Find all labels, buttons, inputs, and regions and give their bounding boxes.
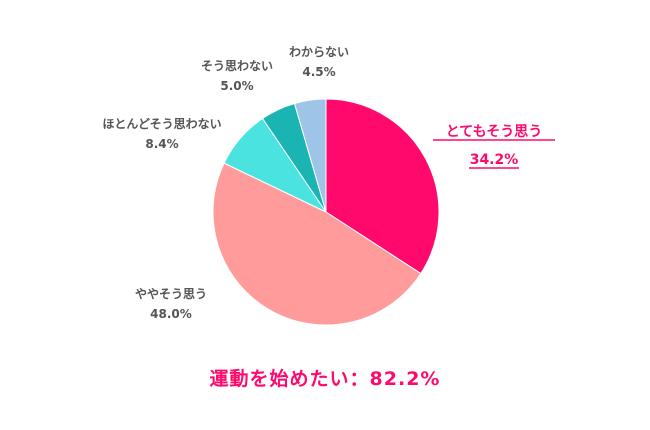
slice-label-name: とてもそう思う — [446, 124, 543, 140]
slice-label-name: ほとんどそう思わない — [102, 117, 221, 131]
pie-slice — [293, 98, 327, 213]
slice-label-value: 8.4% — [145, 137, 178, 151]
pie-slice — [212, 162, 422, 326]
slice-labels: とてもそう思う 34.2% ややそう思う 48.0% ほとんどそう思わない 8.4% そう思… — [102, 45, 555, 321]
pie-slices — [212, 98, 440, 326]
slice-label-name: わからない — [289, 45, 349, 59]
slice-label-value: 4.5% — [302, 65, 335, 79]
slice-label-value: 34.2% — [470, 152, 519, 168]
slice-label-value: 5.0% — [220, 79, 253, 93]
slice-label-name: ややそう思う — [135, 287, 207, 301]
slice-label-value: 48.0% — [150, 307, 192, 321]
summary-text: 運動を始めたい：82.2% — [209, 368, 441, 390]
slice-label-name: そう思わない — [201, 59, 273, 73]
